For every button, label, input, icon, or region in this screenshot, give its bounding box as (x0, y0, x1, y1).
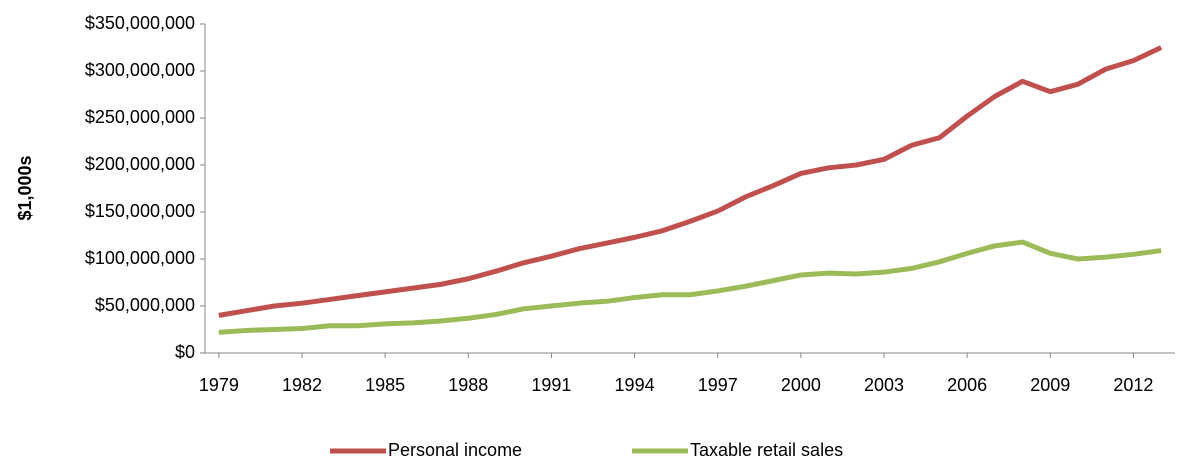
x-tick-label: 1997 (698, 375, 738, 395)
x-tick-label: 1988 (448, 375, 488, 395)
line-series (218, 45, 1163, 318)
y-tick-label: $100,000,000 (85, 248, 195, 268)
x-tick-label: 1985 (365, 375, 405, 395)
y-tick-label: $250,000,000 (85, 107, 195, 127)
x-tick-label: 2012 (1113, 375, 1153, 395)
y-tick-label: $200,000,000 (85, 154, 195, 174)
y-tick-label: $350,000,000 (85, 13, 195, 33)
x-tick-label: 1982 (282, 375, 322, 395)
y-axis-title: $1,000s (15, 155, 35, 220)
y-tick-label: $0 (175, 342, 195, 362)
line-series (218, 239, 1162, 335)
legend-label: Personal income (388, 440, 522, 460)
x-tick-label: 2009 (1030, 375, 1070, 395)
x-tick-label: 1979 (199, 375, 239, 395)
y-tick-label: $150,000,000 (85, 201, 195, 221)
x-tick-label: 1994 (615, 375, 655, 395)
x-tick-label: 1991 (531, 375, 571, 395)
x-tick-label: 2003 (864, 375, 904, 395)
x-tick-label: 2000 (781, 375, 821, 395)
y-tick-label: $50,000,000 (95, 295, 195, 315)
y-tick-label: $300,000,000 (85, 60, 195, 80)
x-tick-label: 2006 (947, 375, 987, 395)
legend-label: Taxable retail sales (690, 440, 843, 460)
